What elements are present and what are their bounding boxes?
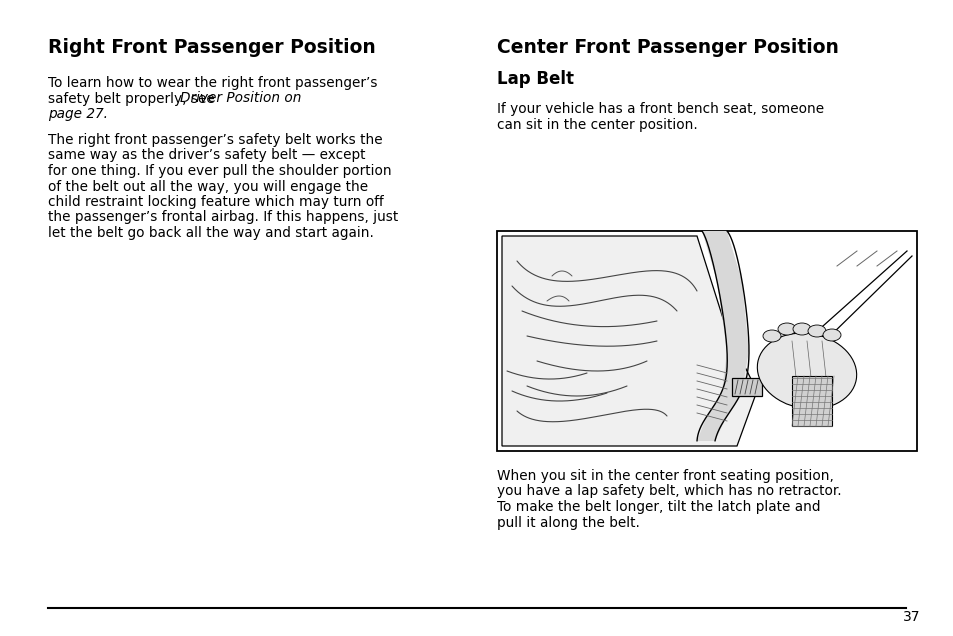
Ellipse shape [792, 323, 810, 335]
Bar [791, 376, 831, 426]
Ellipse shape [757, 333, 856, 409]
Text: safety belt properly, see: safety belt properly, see [48, 92, 219, 106]
Text: let the belt go back all the way and start again.: let the belt go back all the way and sta… [48, 226, 374, 240]
Text: page 27.: page 27. [48, 107, 108, 121]
Text: Lap Belt: Lap Belt [497, 70, 574, 88]
Ellipse shape [778, 323, 795, 335]
Ellipse shape [807, 325, 825, 337]
Text: of the belt out all the way, you will engage the: of the belt out all the way, you will en… [48, 179, 368, 193]
Text: child restraint locking feature which may turn off: child restraint locking feature which ma… [48, 195, 383, 209]
Bar [731, 378, 761, 396]
Text: the passenger’s frontal airbag. If this happens, just: the passenger’s frontal airbag. If this … [48, 211, 397, 225]
Text: The right front passenger’s safety belt works the: The right front passenger’s safety belt … [48, 133, 382, 147]
Bar [497, 231, 916, 451]
Text: for one thing. If you ever pull the shoulder portion: for one thing. If you ever pull the shou… [48, 164, 392, 178]
Ellipse shape [762, 330, 781, 342]
Text: Right Front Passenger Position: Right Front Passenger Position [48, 38, 375, 57]
Text: can sit in the center position.: can sit in the center position. [497, 118, 697, 132]
Text: same way as the driver’s safety belt — except: same way as the driver’s safety belt — e… [48, 148, 365, 163]
Ellipse shape [822, 329, 841, 341]
Text: When you sit in the center front seating position,: When you sit in the center front seating… [497, 469, 833, 483]
Text: Driver Position on: Driver Position on [180, 92, 301, 106]
Text: you have a lap safety belt, which has no retractor.: you have a lap safety belt, which has no… [497, 485, 841, 499]
Text: Center Front Passenger Position: Center Front Passenger Position [497, 38, 838, 57]
Text: If your vehicle has a front bench seat, someone: If your vehicle has a front bench seat, … [497, 102, 823, 116]
Polygon shape [697, 231, 748, 441]
Text: 37: 37 [902, 610, 919, 624]
Polygon shape [501, 236, 757, 446]
Text: pull it along the belt.: pull it along the belt. [497, 516, 639, 530]
Text: To learn how to wear the right front passenger’s: To learn how to wear the right front pas… [48, 76, 377, 90]
Text: To make the belt longer, tilt the latch plate and: To make the belt longer, tilt the latch … [497, 500, 820, 514]
